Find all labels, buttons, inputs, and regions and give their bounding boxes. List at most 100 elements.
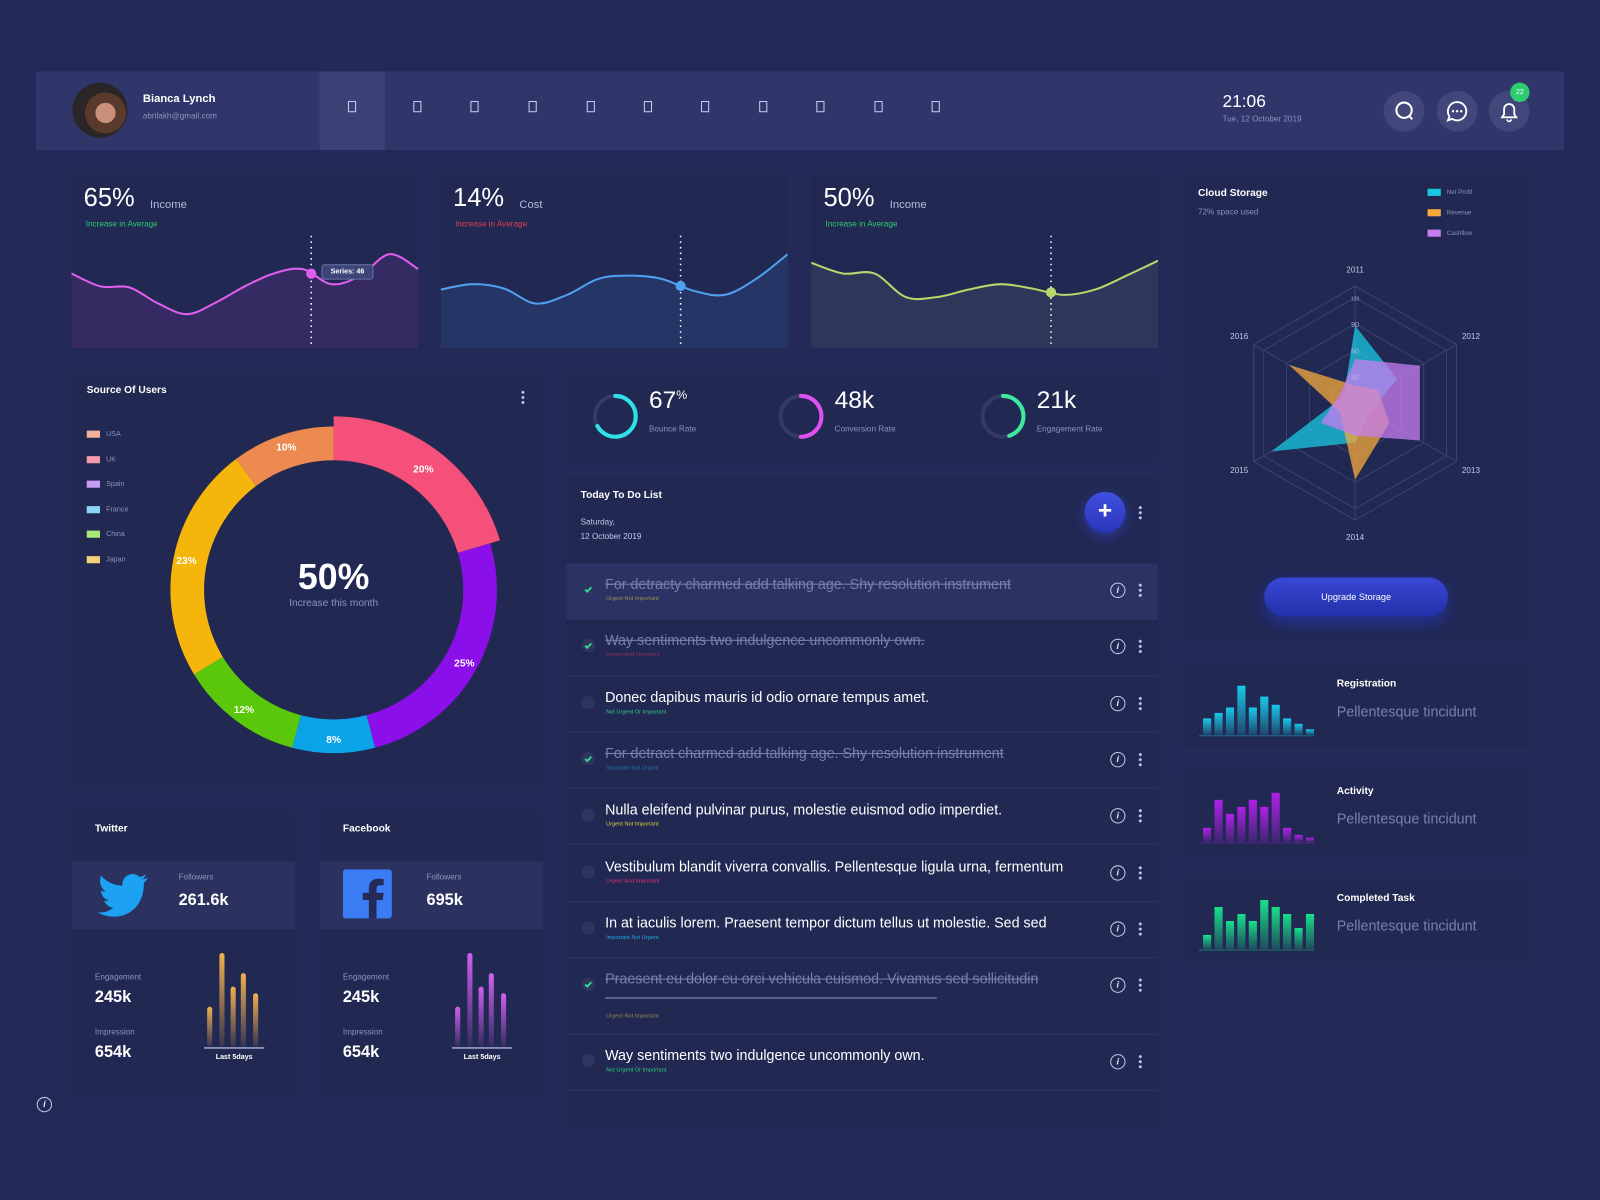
stat-number: 67	[648, 386, 677, 415]
kpi-sparkline	[440, 235, 788, 348]
donut-center-value: 50%	[297, 557, 370, 597]
kpi-card: 14% Cost Increase in Average	[440, 173, 788, 348]
more-icon[interactable]	[1138, 751, 1142, 767]
checkbox-unchecked[interactable]	[581, 808, 595, 822]
legend-label: France	[106, 505, 129, 514]
todo-item[interactable]: Way sentiments two indulgence uncommonly…	[566, 1035, 1159, 1092]
todo-item[interactable]: Praesent eu dolor eu orci vehicula euism…	[566, 958, 1159, 1035]
more-icon[interactable]	[1138, 977, 1142, 992]
add-task-button[interactable]: +	[1084, 491, 1126, 533]
priority-tag: Urgent Not Important	[606, 821, 659, 828]
progress-ring-fill	[778, 393, 824, 439]
mini-stat-card: Registration Pellentesque tincidunt	[1181, 664, 1528, 748]
bar	[1294, 723, 1303, 735]
more-icon[interactable]	[521, 389, 525, 405]
legend-label: Revenue	[1446, 210, 1472, 217]
priority-tag: Urgent Not Important	[606, 595, 659, 603]
info-icon[interactable]: i	[1110, 808, 1126, 824]
nav-icon-7[interactable]	[701, 101, 710, 113]
more-icon[interactable]	[1138, 1054, 1142, 1069]
nav-icon-2[interactable]	[413, 101, 422, 113]
nav-icon-5[interactable]	[586, 101, 595, 113]
messages-button[interactable]	[1436, 90, 1478, 132]
clock-date: Tue, 12 October 2019	[1222, 114, 1302, 124]
checkbox-checked[interactable]	[581, 977, 595, 991]
more-icon[interactable]	[1138, 695, 1142, 710]
nav-icon-1[interactable]	[347, 101, 357, 113]
info-icon[interactable]: i	[1110, 751, 1126, 768]
kpi-value: 14%	[453, 183, 505, 213]
todo-item[interactable]: Way sentiments two indulgence uncommonly…	[566, 620, 1159, 677]
bar	[1260, 899, 1269, 949]
bell-icon	[1500, 103, 1519, 123]
kpi-card: 65% Income Increase in Average Series: 46	[71, 173, 419, 348]
priority-tag: Urgent And Important	[606, 878, 660, 885]
legend-swatch	[86, 430, 100, 438]
upgrade-storage-button[interactable]: Upgrade Storage	[1264, 577, 1448, 617]
more-icon[interactable]	[1138, 639, 1142, 654]
nav-icon-4[interactable]	[528, 101, 537, 113]
priority-tag: Not Urgent Or Important	[606, 708, 667, 715]
info-icon[interactable]: i	[1110, 864, 1126, 881]
sparkline-area	[440, 254, 788, 348]
todo-item[interactable]: In at iaculis lorem. Praesent tempor dic…	[566, 902, 1159, 959]
search-button[interactable]	[1383, 90, 1425, 132]
more-icon[interactable]	[1138, 808, 1142, 823]
progress-ring	[778, 393, 824, 439]
todo-date: 12 October 2019	[580, 531, 642, 541]
kpi-sparkline	[71, 235, 419, 348]
stats-card: 67% Bounce Rate 48k Conversion Rate 21k Engag…	[566, 373, 1159, 462]
todo-item[interactable]: For detracty charmed add talking age. Sh…	[566, 563, 1159, 620]
bar	[1305, 837, 1315, 842]
legend-swatch	[86, 455, 100, 463]
checkbox-checked[interactable]	[581, 639, 595, 653]
radar-tick-label: 30	[1351, 374, 1359, 382]
checkbox-unchecked[interactable]	[581, 695, 595, 709]
stat-value: 67%	[649, 387, 687, 416]
legend-label: Net Profit	[1446, 189, 1473, 196]
radar-tick-label: 120	[1351, 297, 1360, 303]
more-icon[interactable]	[1138, 505, 1142, 520]
more-icon[interactable]	[1138, 864, 1142, 880]
checkbox-checked[interactable]	[581, 582, 595, 596]
nav-icon-10[interactable]	[874, 101, 883, 113]
engagement-value: 245k	[94, 988, 132, 1007]
bar	[1225, 813, 1235, 842]
bar	[1203, 718, 1212, 735]
info-icon[interactable]: i	[36, 1096, 53, 1113]
checkbox-unchecked[interactable]	[581, 864, 595, 879]
nav-icon-9[interactable]	[816, 101, 825, 113]
more-icon[interactable]	[1138, 582, 1142, 597]
info-icon[interactable]: i	[1110, 1054, 1126, 1070]
todo-item[interactable]: Nulla eleifend pulvinar purus, molestie …	[566, 789, 1159, 846]
legend-label: USA	[106, 430, 121, 439]
info-icon[interactable]: i	[1110, 582, 1126, 598]
nav-icon-8[interactable]	[759, 101, 768, 113]
avatar[interactable]	[72, 82, 128, 138]
bar	[501, 993, 507, 1047]
legend-item: USA	[86, 430, 121, 439]
info-icon[interactable]: i	[1110, 639, 1126, 655]
info-icon[interactable]: i	[1110, 695, 1126, 711]
todo-text: Vestibulum blandit viverra convallis. Pe…	[605, 857, 1064, 874]
todo-item[interactable]: Vestibulum blandit viverra convallis. Pe…	[566, 845, 1159, 902]
more-icon[interactable]	[1138, 921, 1142, 936]
checkbox-checked[interactable]	[581, 751, 595, 766]
todo-item[interactable]: For detract charmed add talking age. Shy…	[566, 733, 1159, 789]
todo-item[interactable]: Donec dapibus mauris id odio ornare temp…	[566, 676, 1159, 733]
legend-item: Net Profit	[1427, 188, 1473, 196]
check-icon	[584, 586, 592, 593]
nav-icon-11[interactable]	[931, 101, 940, 113]
info-icon[interactable]: i	[1110, 977, 1126, 993]
followers-value: 695k	[426, 891, 463, 910]
checkbox-unchecked[interactable]	[581, 921, 595, 935]
info-icon[interactable]: i	[1110, 921, 1126, 937]
stat-value: 48k	[835, 387, 874, 416]
checkbox-unchecked[interactable]	[581, 1054, 595, 1068]
nav-icon-3[interactable]	[470, 101, 479, 113]
nav-icon-6[interactable]	[643, 101, 653, 113]
nav-active-tile[interactable]	[319, 71, 385, 150]
followers-value: 261.6k	[178, 891, 229, 910]
radar-axis-label: 2011	[1346, 265, 1364, 274]
twitter-icon	[95, 869, 151, 920]
